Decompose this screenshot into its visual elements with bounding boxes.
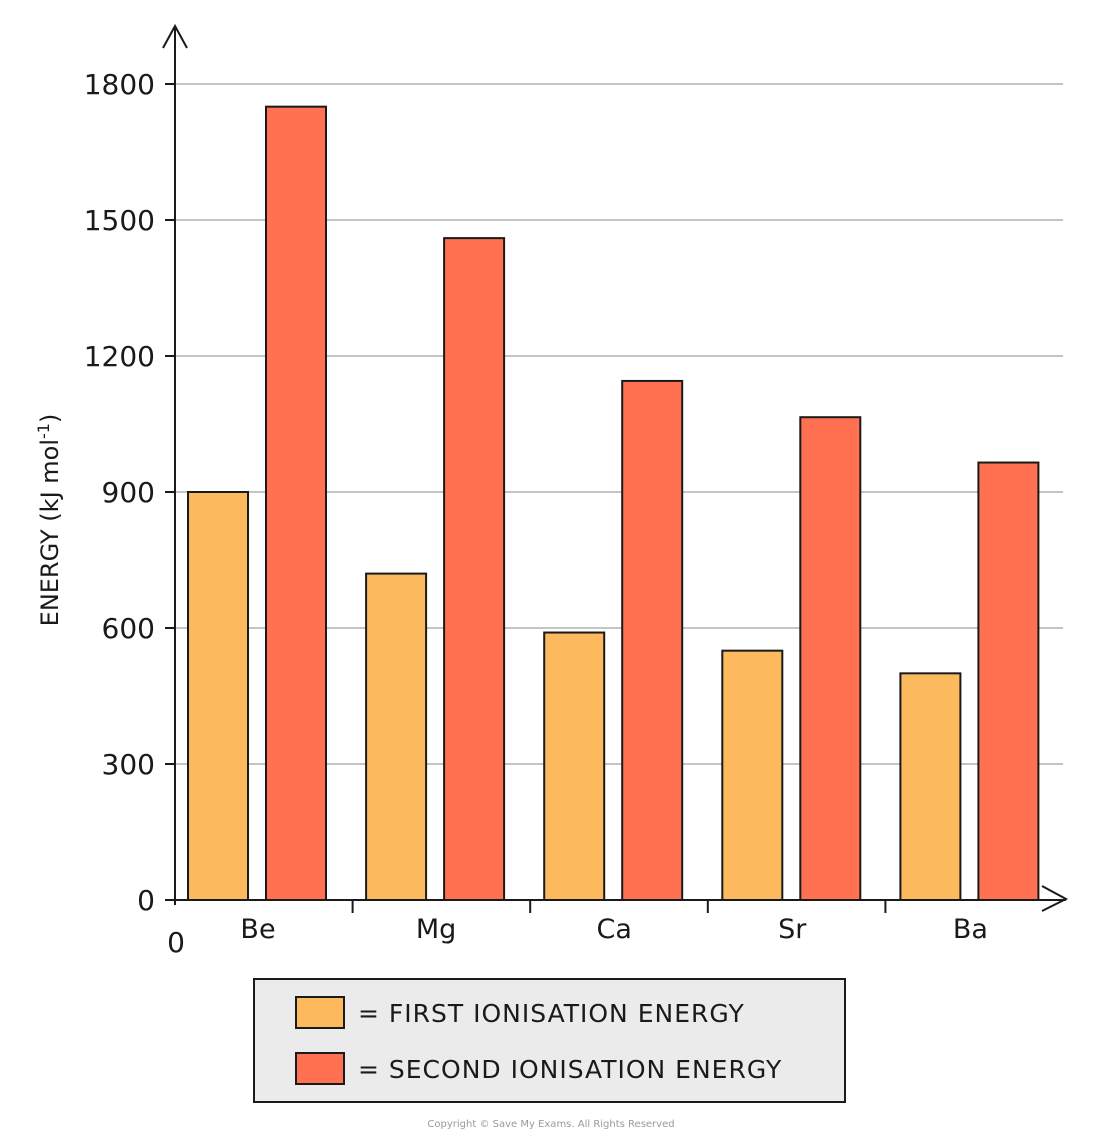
legend-swatch-second	[295, 1052, 345, 1085]
bar-ba-first	[899, 672, 962, 901]
legend: = FIRST IONISATION ENERGY = SECOND IONISA…	[253, 978, 846, 1103]
x-category-labels: Be Mg Ca Sr Ba	[240, 900, 988, 945]
x-category-label: Be	[240, 914, 275, 945]
y-tick-label: 1500	[84, 204, 155, 237]
x-category-label: Sr	[778, 914, 807, 945]
bars	[187, 105, 1040, 902]
y-axis-title-superscript: -1	[34, 423, 53, 439]
legend-label-first: = FIRST IONISATION ENERGY	[358, 999, 745, 1028]
x-category-label: Mg	[416, 914, 456, 945]
y-tick-label: 0	[137, 884, 155, 917]
bar-be-second	[265, 105, 327, 901]
bar-mg-first	[365, 572, 428, 901]
bar-ba-second	[977, 461, 1040, 901]
x-category-label: Ba	[953, 914, 988, 945]
copyright-text: Copyright © Save My Exams. All Rights Re…	[427, 1119, 674, 1130]
y-axis-arrow-icon	[162, 23, 188, 49]
legend-swatch-first	[295, 996, 345, 1029]
bar-ca-first	[543, 631, 606, 901]
y-tick-labels: 0 300 600 900 1200 1500 1800	[84, 68, 175, 917]
y-tick-label: 1800	[84, 68, 155, 101]
y-tick-label: 1200	[84, 340, 155, 373]
y-axis-title: ENERGY (kJ mol-1)	[34, 414, 65, 627]
bar-be-first	[187, 491, 249, 901]
y-axis-title-close: )	[36, 414, 64, 423]
axes	[162, 23, 1069, 912]
y-tick-label: 300	[102, 748, 155, 781]
x-axis-arrow-icon	[1041, 885, 1069, 912]
bar-ca-second	[621, 379, 684, 901]
origin-label: 0	[167, 926, 185, 959]
y-tick-label: 900	[102, 476, 155, 509]
bar-sr-first	[721, 649, 784, 902]
x-category-label: Ca	[596, 914, 631, 945]
bar-mg-second	[443, 237, 506, 901]
bar-sr-second	[799, 416, 862, 901]
legend-label-second: = SECOND IONISATION ENERGY	[358, 1055, 782, 1084]
legend-box	[253, 978, 846, 1103]
y-tick-label: 600	[102, 612, 155, 645]
y-axis-title-main: ENERGY (kJ mol	[36, 439, 64, 626]
